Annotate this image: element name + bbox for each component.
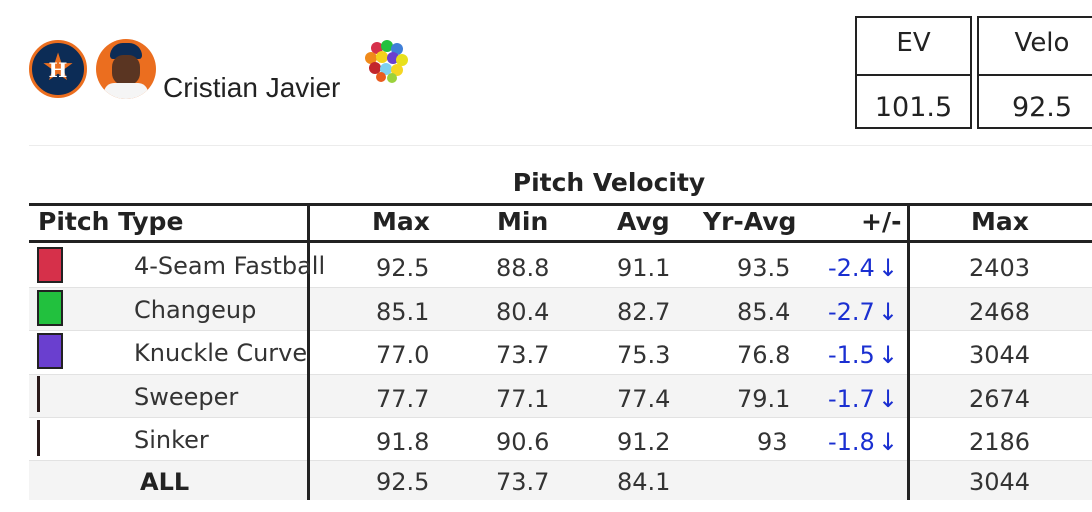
velo-label: Velo: [1014, 28, 1070, 58]
row-separator: [29, 374, 1092, 375]
avg-value: 82.7: [617, 298, 671, 326]
col-header-avg: Avg: [617, 207, 670, 236]
yr-avg-value: 79.1: [737, 385, 791, 413]
diff-value: -1.8: [828, 428, 875, 456]
pitch-name: Changeup: [134, 296, 257, 324]
ev-stat-box: EV 101.5: [855, 16, 972, 129]
pitch-color-swatch: [37, 290, 63, 326]
pitch-colors-icon: [365, 40, 408, 83]
diff-value: -1.5: [828, 341, 875, 369]
player-headshot-icon: [96, 39, 156, 99]
row-separator: [29, 417, 1092, 418]
col-header-max: Max: [372, 207, 430, 236]
velo-value: 92.5: [1011, 92, 1073, 123]
avg-value: 77.4: [617, 385, 671, 413]
column-divider: [307, 204, 310, 500]
pitch-color-swatch: [37, 333, 63, 369]
divider: [979, 74, 1092, 76]
row-separator: [29, 287, 1092, 288]
col-header-spin-max: Max: [971, 207, 1029, 236]
min-value: 73.7: [496, 341, 550, 369]
row-separator: [29, 330, 1092, 331]
total-spin-max-value: 3044: [969, 468, 1031, 496]
avg-value: 91.2: [617, 428, 671, 456]
total-avg-value: 84.1: [617, 468, 671, 496]
max-value: 92.5: [376, 254, 430, 282]
max-value: 77.0: [376, 341, 430, 369]
avg-value: 75.3: [617, 341, 671, 369]
table-top-border: [29, 203, 1092, 206]
spin-max-value: 2674: [969, 385, 1031, 413]
col-header-min: Min: [497, 207, 549, 236]
max-value: 91.8: [376, 428, 430, 456]
down-arrow-icon: ↓: [878, 385, 899, 413]
pitch-color-swatch: [37, 420, 40, 456]
spin-max-value: 3044: [969, 341, 1031, 369]
astros-logo-icon: ★ H: [29, 40, 87, 98]
ev-value: 101.5: [874, 92, 953, 123]
spin-max-value: 2403: [969, 254, 1031, 282]
table-header-border: [29, 240, 1092, 243]
spin-max-value: 2186: [969, 428, 1031, 456]
pitch-name: Sinker: [134, 426, 209, 454]
down-arrow-icon: ↓: [878, 298, 899, 326]
col-header-pitch-type: Pitch Type: [38, 207, 184, 236]
row-separator: [29, 460, 1092, 461]
table-row-bg: [29, 287, 1092, 330]
pitch-name: Sweeper: [134, 383, 239, 411]
table-row-bg: [29, 374, 1092, 417]
max-value: 77.7: [376, 385, 430, 413]
avg-value: 91.1: [617, 254, 671, 282]
player-name: Cristian Javier: [163, 72, 341, 103]
table-row-bg: [29, 460, 1092, 500]
column-divider: [907, 204, 910, 500]
velo-stat-box: Velo 92.5: [977, 16, 1092, 129]
yr-avg-value: 93: [757, 428, 788, 456]
min-value: 90.6: [496, 428, 550, 456]
min-value: 80.4: [496, 298, 550, 326]
diff-value: -2.4: [828, 254, 875, 282]
pitch-color-swatch: [37, 376, 40, 412]
spin-max-value: 2468: [969, 298, 1031, 326]
total-max-value: 92.5: [376, 468, 430, 496]
total-min-value: 73.7: [496, 468, 550, 496]
down-arrow-icon: ↓: [878, 428, 899, 456]
col-header-yr-avg: Yr-Avg: [703, 207, 797, 236]
yr-avg-value: 93.5: [737, 254, 791, 282]
diff-value: -2.7: [828, 298, 875, 326]
total-label: ALL: [140, 468, 190, 496]
yr-avg-value: 85.4: [737, 298, 791, 326]
min-value: 77.1: [496, 385, 550, 413]
table-title: Pitch Velocity: [512, 168, 706, 197]
diff-value: -1.7: [828, 385, 875, 413]
header-divider: [29, 145, 1092, 146]
yr-avg-value: 76.8: [737, 341, 791, 369]
pitch-name: Knuckle Curve: [134, 339, 308, 367]
down-arrow-icon: ↓: [878, 254, 899, 282]
col-header-diff: +/-: [861, 207, 902, 236]
min-value: 88.8: [496, 254, 550, 282]
divider: [857, 74, 970, 76]
max-value: 85.1: [376, 298, 430, 326]
down-arrow-icon: ↓: [878, 341, 899, 369]
pitch-name: 4-Seam Fastball: [134, 252, 326, 280]
pitch-color-swatch: [37, 247, 63, 283]
ev-label: EV: [896, 28, 931, 58]
